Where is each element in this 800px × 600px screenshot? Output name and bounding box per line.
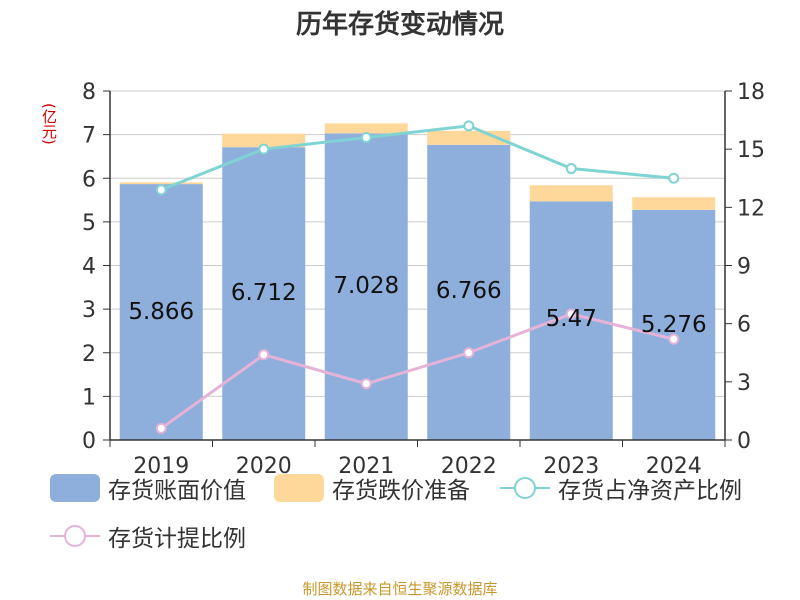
- chart-title: 历年存货变动情况: [295, 10, 504, 40]
- y-right-tick-label: 15: [737, 138, 765, 163]
- net-asset-ratio-point: [463, 120, 475, 132]
- net-asset-ratio-point: [668, 172, 680, 184]
- provision-ratio-line: [160, 312, 675, 430]
- provision-ratio-point: [668, 333, 680, 345]
- net-asset-ratio-point: [360, 132, 372, 144]
- y-left-tick-label: 2: [82, 342, 96, 367]
- y-right-tick-label: 12: [737, 196, 765, 221]
- y-left-tick-label: 4: [82, 255, 96, 280]
- bar-data-label: 5.866: [128, 299, 194, 325]
- y-left-tick-label: 3: [82, 298, 96, 323]
- net-asset-ratio-point: [565, 163, 577, 175]
- net-asset-ratio-point: [258, 143, 270, 155]
- left-axis-unit: (亿元): [40, 103, 58, 145]
- legend-item-provision-ratio[interactable]: 存货计提比例: [50, 516, 246, 556]
- legend-label-impairment: 存货跌价准备: [332, 478, 470, 504]
- y-left-tick-label: 5: [82, 211, 96, 236]
- x-tick-label: 2019: [133, 454, 189, 479]
- bar-data-label: 5.47: [546, 306, 597, 332]
- net-asset-ratio-line: [160, 124, 674, 192]
- y-right-tick-label: 0: [737, 429, 751, 454]
- bar-book-value: [632, 209, 716, 440]
- bar-data-label: 6.712: [231, 280, 297, 306]
- bar-book-value: [427, 144, 511, 440]
- provision-ratio-point: [360, 378, 372, 390]
- x-tick-label: 2021: [338, 454, 394, 479]
- bar-book-value: [119, 184, 203, 440]
- source-note: 制图数据来自恒生聚源数据库: [302, 580, 498, 598]
- bar-impairment: [529, 185, 613, 202]
- legend-swatch-impairment: [274, 474, 324, 502]
- y-right-tick-label: 18: [737, 80, 765, 105]
- x-tick-label: 2023: [543, 454, 599, 479]
- provision-ratio-point: [155, 422, 167, 434]
- bar-book-value: [222, 147, 306, 440]
- legend-item-impairment[interactable]: 存货跌价准备: [274, 468, 470, 508]
- bar-data-label: 7.028: [333, 273, 399, 299]
- bar-impairment: [324, 123, 408, 134]
- x-tick-label: 2024: [646, 454, 702, 479]
- bar-data-label: 5.276: [641, 312, 707, 338]
- y-left-tick-label: 1: [82, 385, 96, 410]
- legend-line-icon-provision-ratio: [50, 525, 100, 547]
- legend-item-book-value[interactable]: 存货账面价值: [50, 468, 246, 508]
- legend-swatch-book-value: [50, 474, 100, 502]
- bar-data-label: 6.766: [436, 278, 502, 304]
- y-left-tick-label: 6: [82, 167, 96, 192]
- legend-line-icon-net-asset-ratio: [500, 477, 550, 499]
- y-left-tick-label: 8: [82, 80, 96, 105]
- x-tick-label: 2022: [441, 454, 497, 479]
- y-left-tick-label: 0: [82, 429, 96, 454]
- legend: 存货账面价值 存货跌价准备 存货占净资产比例 存货计提比例: [0, 468, 800, 558]
- y-left-tick-label: 7: [82, 124, 96, 149]
- legend-item-net-asset-ratio[interactable]: 存货占净资产比例: [500, 468, 742, 508]
- y-right-tick-label: 9: [737, 255, 751, 280]
- bar-impairment: [119, 182, 203, 185]
- provision-ratio-point: [565, 308, 577, 320]
- net-asset-ratio-point: [155, 184, 167, 196]
- legend-label-book-value: 存货账面价值: [108, 478, 246, 504]
- provision-ratio-point: [258, 349, 270, 361]
- y-right-tick-label: 6: [737, 313, 751, 338]
- y-right-tick-label: 3: [737, 371, 751, 396]
- provision-ratio-point: [463, 347, 475, 359]
- bar-impairment: [632, 197, 716, 210]
- legend-label-provision-ratio: 存货计提比例: [108, 526, 246, 552]
- bar-impairment: [222, 133, 306, 148]
- legend-label-net-asset-ratio: 存货占净资产比例: [558, 478, 742, 504]
